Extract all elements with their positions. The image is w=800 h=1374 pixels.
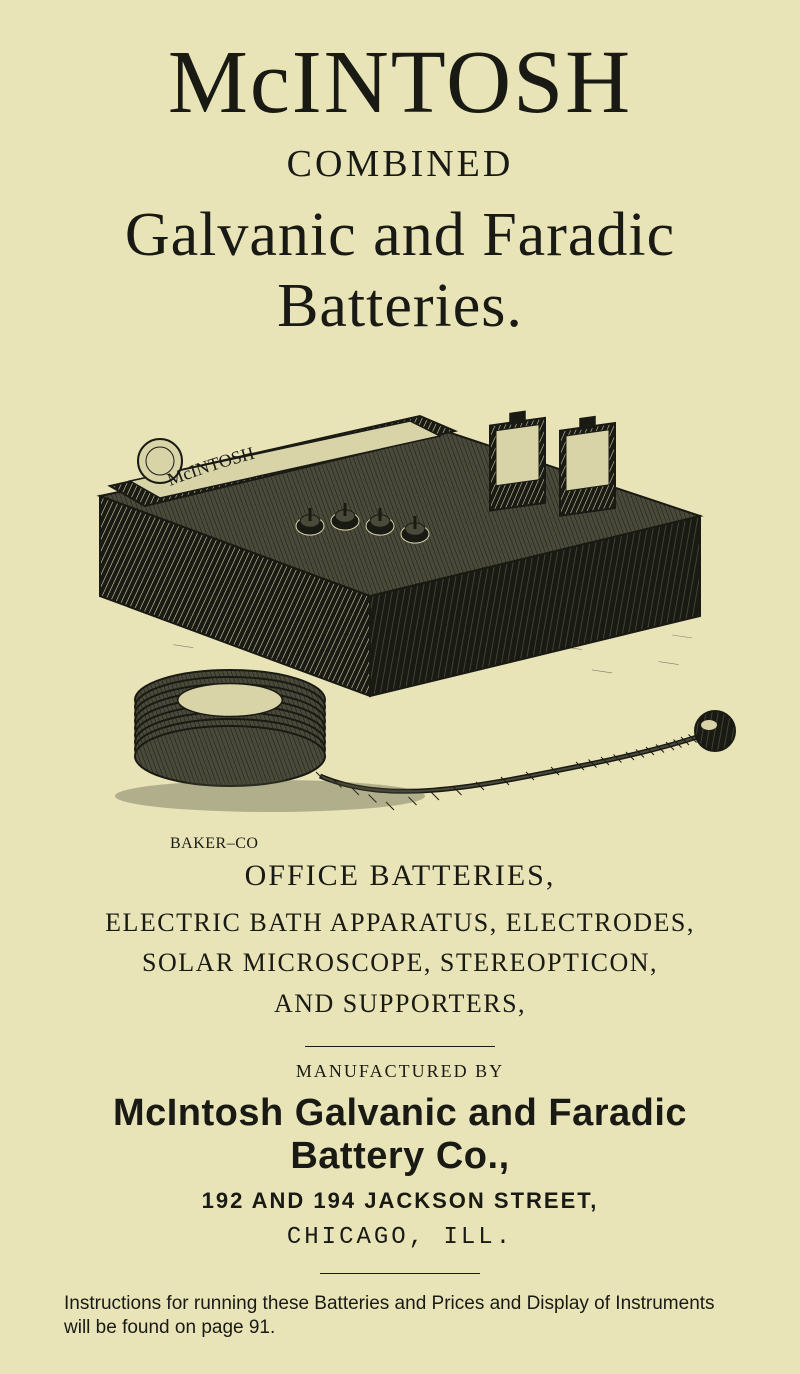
- battery-engraving-illustration: McINTOSH: [60, 366, 740, 836]
- engraver-caption: BAKER–CO: [170, 835, 750, 853]
- galvanic-faradic-line: Galvanic and Faradic Batteries.: [50, 200, 750, 342]
- office-batteries-heading: OFFICE BATTERIES,: [50, 859, 750, 893]
- product-lines: ELECTRIC BATH APPARATUS, ELECTRODES, SOL…: [50, 903, 750, 1024]
- product-line-2: SOLAR MICROSCOPE, STEREOPTICON,: [50, 943, 750, 983]
- divider-rule-small: [320, 1273, 480, 1274]
- manufactured-by-label: MANUFACTURED BY: [50, 1061, 750, 1082]
- document-page: McINTOSH COMBINED Galvanic and Faradic B…: [0, 0, 800, 1374]
- city-state: CHICAGO, ILL.: [50, 1224, 750, 1251]
- instructions-footnote: Instructions for running these Batteries…: [50, 1292, 750, 1340]
- combined-label: COMBINED: [50, 142, 750, 186]
- company-name: McIntosh Galvanic and Faradic Battery Co…: [50, 1092, 750, 1178]
- product-line-3: AND SUPPORTERS,: [50, 984, 750, 1024]
- product-line-1: ELECTRIC BATH APPARATUS, ELECTRODES,: [50, 903, 750, 943]
- divider-rule: [305, 1046, 495, 1047]
- brand-title: McINTOSH: [50, 38, 750, 128]
- street-address: 192 AND 194 JACKSON STREET,: [50, 1188, 750, 1214]
